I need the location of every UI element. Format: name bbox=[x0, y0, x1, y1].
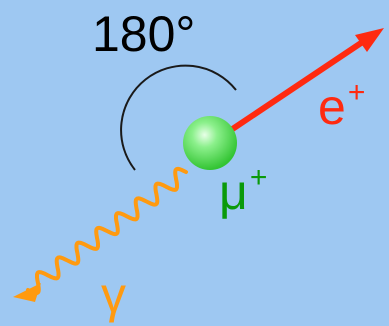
photon-arrowhead bbox=[13, 283, 41, 302]
positron-charge: + bbox=[347, 76, 366, 109]
angle-arc bbox=[120, 64, 237, 171]
photon-track bbox=[26, 166, 188, 296]
positron-track bbox=[225, 34, 373, 135]
muon-particle bbox=[183, 116, 237, 170]
positron-symbol: e bbox=[318, 79, 346, 135]
positron-arrowhead bbox=[355, 28, 384, 52]
angle-label: 180° bbox=[92, 6, 196, 62]
positron-label: e+ bbox=[318, 76, 366, 135]
muon-charge: + bbox=[249, 161, 268, 194]
photon-label: γ bbox=[101, 267, 126, 323]
muon-symbol: μ bbox=[219, 164, 248, 220]
muon-label: μ+ bbox=[219, 161, 268, 220]
